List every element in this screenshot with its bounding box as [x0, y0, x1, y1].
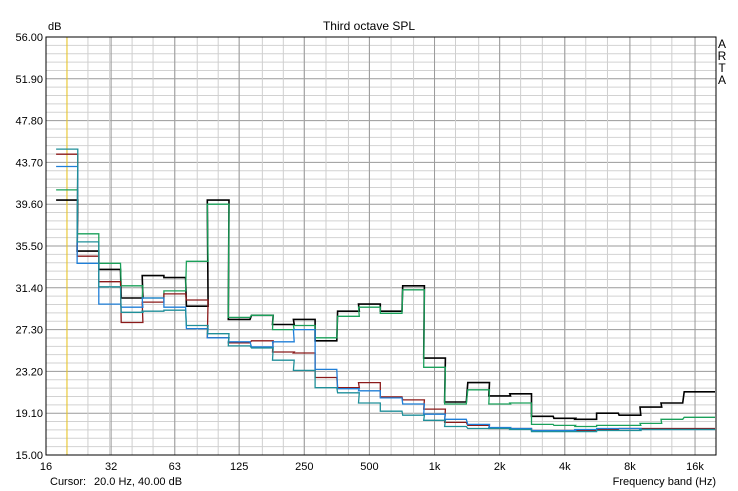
y-tick-label: 47.80	[15, 116, 43, 128]
y-tick-label: 23.20	[15, 366, 43, 378]
x-tick-label: 500	[360, 461, 378, 473]
y-tick-label: 15.00	[15, 450, 43, 462]
x-tick-labels: 16 32 63 125 250 500 1k 2k 4k 8k 16k	[40, 461, 705, 473]
x-tick-label: 32	[105, 461, 117, 473]
x-tick-label: 4k	[559, 461, 571, 473]
y-axis-label: dB	[48, 21, 61, 33]
plot-frame	[45, 36, 717, 456]
y-tick-labels: 56.00 51.90 47.80 43.70 39.60 35.50 31.40 27.30…	[15, 32, 43, 462]
y-tick-label: 39.60	[15, 199, 43, 211]
y-tick-label: 31.40	[15, 283, 43, 295]
x-tick-label: 16k	[686, 461, 704, 473]
series-group	[56, 148, 715, 433]
y-tick-label: 43.70	[15, 157, 43, 169]
x-tick-label: 250	[295, 461, 313, 473]
side-label-letter: A	[718, 37, 726, 51]
side-label-letter: T	[718, 61, 726, 75]
series-line-5	[56, 148, 715, 433]
x-tick-label: 8k	[624, 461, 636, 473]
series-line-2	[56, 189, 715, 428]
cursor-label: Cursor:	[50, 476, 86, 488]
side-label-letter: A	[718, 73, 726, 87]
chart-title: Third octave SPL	[323, 19, 415, 33]
cursor-value: 20.0 Hz, 40.00 dB	[94, 476, 182, 488]
series-line-1	[56, 199, 715, 421]
x-tick-label: 1k	[429, 461, 441, 473]
y-tick-label: 27.30	[15, 325, 43, 337]
y-tick-label: 19.10	[15, 408, 43, 420]
x-tick-label: 16	[40, 461, 52, 473]
x-tick-label: 2k	[494, 461, 506, 473]
series-line-4	[56, 165, 715, 432]
series-line-3	[56, 153, 715, 432]
side-label-letter: R	[718, 49, 727, 63]
y-tick-label: 51.90	[15, 74, 43, 86]
x-axis-label: Frequency band (Hz)	[613, 476, 716, 488]
y-tick-label: 35.50	[15, 241, 43, 253]
y-tick-label: 56.00	[15, 32, 43, 44]
x-tick-label: 125	[230, 461, 248, 473]
grid	[45, 36, 717, 456]
x-tick-label: 63	[169, 461, 181, 473]
